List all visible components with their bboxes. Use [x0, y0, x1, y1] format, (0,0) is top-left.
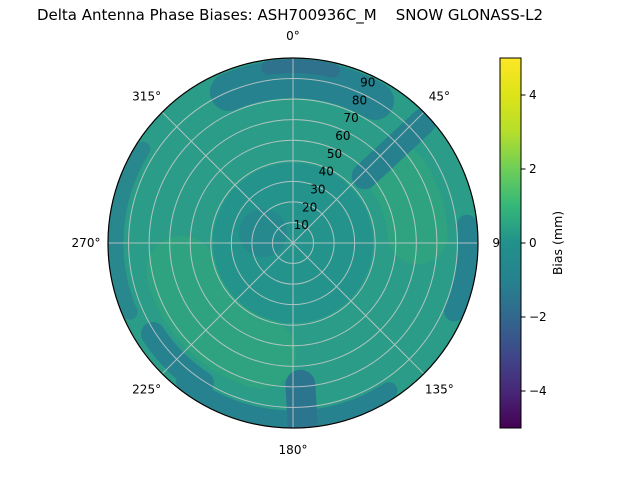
radial-tick-label: 40	[319, 165, 334, 179]
angular-tick-label: 270°	[72, 236, 101, 250]
colorbar-tick-label: −4	[529, 384, 547, 398]
radial-tick-labels: 10 20 30 40 50 60 70 80 90	[294, 76, 376, 233]
chart-title: Delta Antenna Phase Biases: ASH700936C_M…	[37, 6, 543, 25]
radial-tick-label: 30	[310, 183, 325, 197]
radial-tick-label: 60	[335, 129, 350, 143]
angular-tick-label: 135°	[425, 382, 454, 396]
angular-tick-labels: 0° 45° 90 135° 180° 225° 270° 315°	[72, 29, 508, 457]
radial-tick-label: 70	[344, 111, 359, 125]
colorbar-ticks: 4 2 0 −2 −4	[521, 88, 547, 398]
colorbar-tick-label: 0	[529, 236, 537, 250]
colorbar-gradient	[499, 57, 522, 429]
radial-tick-label: 50	[327, 147, 342, 161]
angular-tick-label: 315°	[132, 90, 161, 104]
polar-outline	[107, 57, 479, 429]
heatmap-region-sw-mid-green	[146, 235, 297, 389]
radial-tick-label: 10	[294, 218, 309, 232]
radial-tick-label: 80	[352, 93, 367, 107]
grid-spoke	[161, 111, 294, 244]
radial-tick-label: 90	[360, 76, 375, 90]
angular-tick-label: 225°	[132, 382, 161, 396]
grid-spoke	[161, 242, 294, 375]
grid-spoke	[292, 242, 425, 375]
colorbar-tick-label: 2	[529, 162, 537, 176]
polar-grid	[107, 57, 479, 429]
colorbar-label: Bias (mm)	[550, 211, 565, 275]
heatmap-region-east-edge-dark	[444, 214, 478, 322]
radial-tick-label: 20	[302, 200, 317, 214]
heatmap-region-center-spot	[239, 209, 287, 257]
colorbar: 4 2 0 −2 −4 Bias (mm)	[499, 57, 565, 429]
angular-tick-label: 0°	[286, 29, 300, 43]
grid-spoke	[292, 111, 425, 244]
angular-tick-label: 45°	[429, 90, 450, 104]
colorbar-tick-label: −2	[529, 310, 547, 324]
heatmap-region-south-notch	[285, 369, 318, 428]
colorbar-tick-label: 4	[529, 88, 537, 102]
angular-tick-label: 180°	[279, 443, 308, 457]
heatmap-region-south-band	[176, 373, 398, 428]
heatmap-region-ne-mid-green	[369, 146, 448, 265]
heatmap-region-top-edge-deep	[261, 59, 340, 78]
heatmap-region-west-edge-dark	[108, 141, 151, 320]
